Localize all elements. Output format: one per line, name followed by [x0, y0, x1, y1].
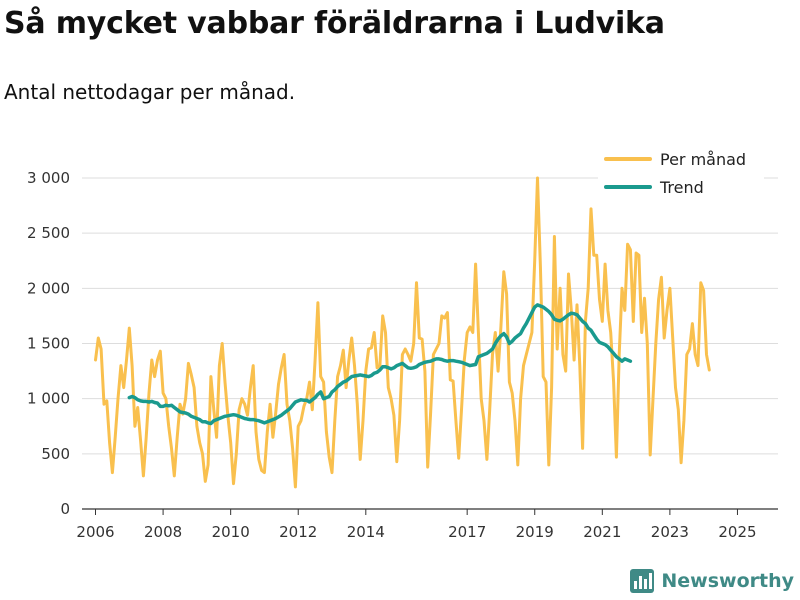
- y-tick-label: 0: [60, 500, 70, 518]
- series-trend-line: [127, 303, 633, 426]
- legend-label-trend: Trend: [659, 178, 704, 197]
- x-tick-label: 2014: [347, 523, 385, 541]
- y-tick-label: 2 000: [27, 279, 70, 297]
- x-tick-label: 2010: [212, 523, 250, 541]
- chart-title: Så mycket vabbar föräldrarna i Ludvika: [4, 6, 665, 41]
- y-tick-label: 1 500: [27, 335, 70, 353]
- x-tick-label: 2021: [583, 523, 621, 541]
- x-axis: 2006 2008 2010 2012 2014 2017 2019 2021 2023 2025: [76, 509, 757, 541]
- series-per-manad-line: [94, 176, 711, 489]
- x-tick-label: 2023: [651, 523, 689, 541]
- x-tick-label: 2008: [144, 523, 182, 541]
- legend-background: [598, 146, 764, 204]
- y-tick-label: 1 000: [27, 390, 70, 408]
- y-tick-label: 2 500: [27, 224, 70, 242]
- legend-label-per-manad: Per månad: [660, 150, 746, 169]
- y-tick-label: 500: [41, 445, 70, 463]
- x-tick-label: 2012: [279, 523, 317, 541]
- brand-name: Newsworthy: [661, 570, 794, 592]
- y-tick-label: 3 000: [27, 169, 70, 187]
- x-tick-label: 2025: [718, 523, 756, 541]
- chart-subtitle: Antal nettodagar per månad.: [4, 80, 296, 104]
- legend: Per månad Trend: [598, 146, 764, 204]
- x-tick-label: 2019: [516, 523, 554, 541]
- y-axis: 0 500 1 000 1 500 2 000 2 500 3 000: [27, 169, 70, 518]
- x-tick-label: 2006: [76, 523, 114, 541]
- series-layer: [94, 176, 711, 489]
- bar-chart-logo-icon: [630, 569, 655, 593]
- x-tick-label: 2017: [448, 523, 486, 541]
- brand: Newsworthy: [629, 568, 794, 594]
